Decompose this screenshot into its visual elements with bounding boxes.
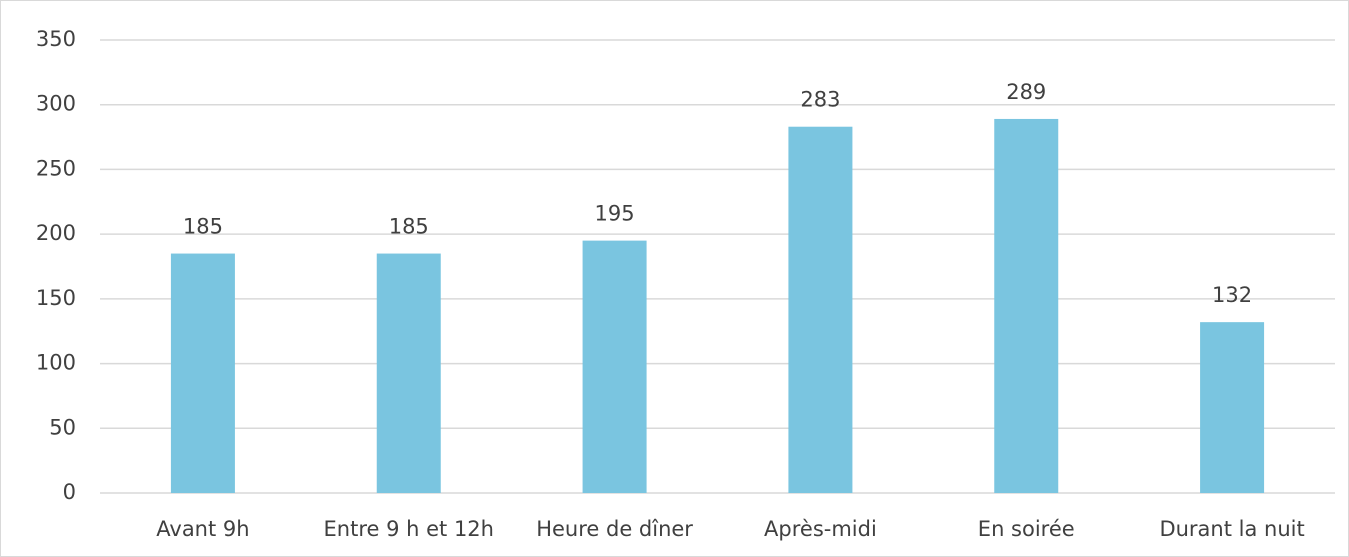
y-tick-label: 200 xyxy=(36,221,76,245)
bar xyxy=(376,253,441,493)
x-tick-label: Entre 9 h et 12h xyxy=(324,517,494,541)
bar xyxy=(788,126,853,494)
x-tick-label: Avant 9h xyxy=(156,517,249,541)
bar xyxy=(1200,322,1265,493)
y-tick-label: 0 xyxy=(63,480,76,504)
data-label: 195 xyxy=(595,202,635,226)
y-tick-label: 300 xyxy=(36,92,76,116)
y-tick-label: 100 xyxy=(36,351,76,375)
y-tick-label: 250 xyxy=(36,156,76,180)
y-tick-label: 350 xyxy=(36,27,76,51)
y-tick-label: 150 xyxy=(36,286,76,310)
x-tick-label: Durant la nuit xyxy=(1159,517,1304,541)
x-tick-label: Heure de dîner xyxy=(536,517,693,541)
x-tick-label: En soirée xyxy=(978,517,1075,541)
data-label: 289 xyxy=(1006,80,1046,104)
bar xyxy=(582,240,647,493)
bar xyxy=(994,118,1059,494)
data-label: 283 xyxy=(800,88,840,112)
data-label: 185 xyxy=(183,215,223,239)
data-label: 185 xyxy=(389,215,429,239)
x-tick-label: Après-midi xyxy=(764,517,877,541)
data-label: 132 xyxy=(1212,283,1252,307)
bar xyxy=(170,253,235,493)
y-tick-label: 50 xyxy=(49,415,76,439)
